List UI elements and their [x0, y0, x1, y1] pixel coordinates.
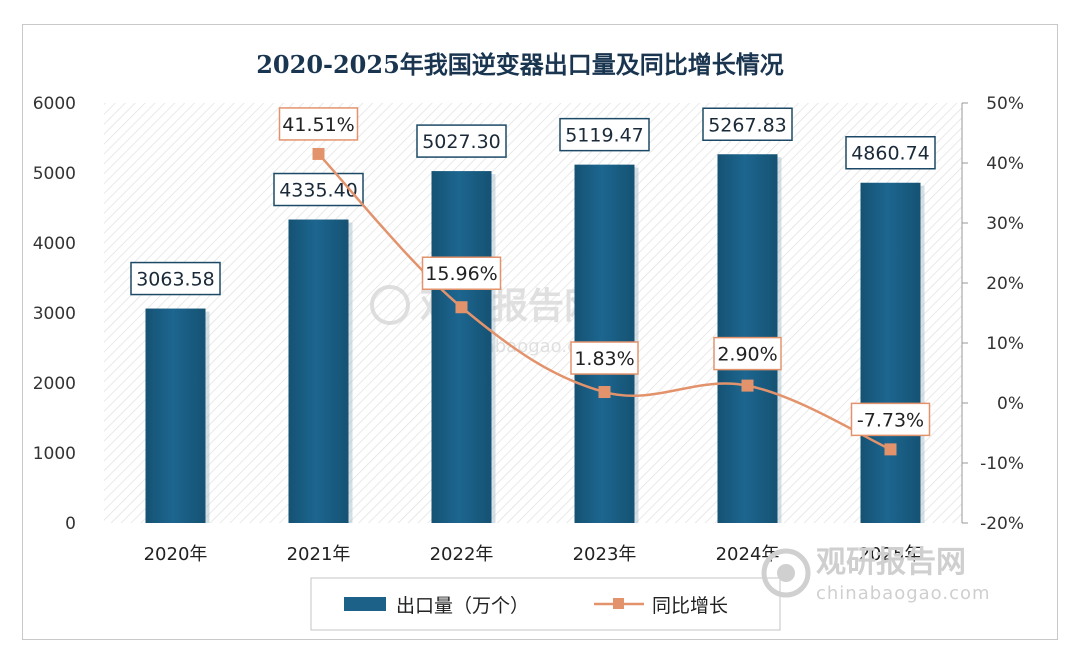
legend-box	[310, 577, 781, 631]
legend-bar-swatch	[344, 597, 386, 611]
x-tick-label: 2020年	[144, 544, 208, 565]
x-tick-label: 2025年	[859, 544, 923, 565]
y-right-tick-label: 30%	[986, 214, 1024, 234]
corner-watermark: 观研报告网 chinabaogao.com	[761, 545, 991, 604]
legend: 出口量（万个） 同比增长	[310, 577, 781, 631]
growth-value-label: 1.83%	[574, 348, 634, 370]
growth-label-box	[278, 107, 359, 141]
y-left-tick-label: 5000	[33, 164, 76, 184]
growth-marker-2025年	[884, 443, 897, 456]
growth-value-label: 2.90%	[717, 344, 777, 366]
legend-line-label: 同比增长	[652, 595, 728, 617]
bar-value-label: 4860.74	[851, 143, 930, 165]
y-left-tick-label: 3000	[33, 304, 76, 324]
growth-marker-2023年	[598, 386, 611, 399]
x-tick-label: 2021年	[287, 544, 351, 565]
y-right-tick-label: 20%	[986, 274, 1024, 294]
corner-watermark-name: 观研报告网	[816, 545, 966, 580]
growth-label-box	[570, 341, 639, 375]
plot-area	[104, 103, 962, 523]
legend-bar-label: 出口量（万个）	[396, 595, 529, 617]
y-right-tick-label: 0%	[997, 394, 1024, 414]
growth-label-box	[713, 336, 782, 371]
growth-label-box	[850, 402, 931, 437]
y-left-tick-label: 6000	[33, 94, 76, 114]
y-left-tick-label: 2000	[33, 374, 76, 394]
bar-label-box	[416, 124, 507, 158]
growth-marker-2022年	[455, 301, 468, 314]
growth-label-box	[421, 256, 502, 290]
growth-marker-2021年	[312, 147, 325, 160]
line-series	[312, 147, 897, 456]
y-left-tick-label: 1000	[33, 444, 76, 464]
y-right-tick-label: 40%	[986, 154, 1024, 174]
y-right-tick-label: 50%	[986, 94, 1024, 114]
chart-title: 2020-2025年我国逆变器出口量及同比增长情况	[256, 50, 784, 79]
bar-value-label: 5027.30	[422, 131, 501, 153]
y-right-tick-label: -10%	[980, 454, 1024, 474]
bar-value-label: 5267.83	[708, 114, 787, 136]
y-axis-right: -20% -10% 0% 10% 20% 30% 40% 50%	[961, 94, 1024, 534]
corner-watermark-url: chinabaogao.com	[816, 583, 991, 604]
bar-series	[145, 154, 925, 524]
bar-2021年	[288, 219, 349, 523]
bar-label-box	[559, 117, 650, 152]
bar-label-box	[845, 135, 936, 170]
x-axis: 2020年 2021年 2022年 2023年 2024年 2025年	[144, 544, 923, 565]
bar-2020年	[145, 308, 206, 523]
bar-2025年	[860, 182, 921, 523]
y-axis-left: 0 1000 2000 3000 4000 5000 6000	[33, 94, 76, 534]
bar-value-label: 4335.40	[279, 180, 358, 202]
bar-label-box	[702, 107, 793, 142]
y-left-tick-label: 4000	[33, 234, 76, 254]
bar-value-label: 3063.58	[136, 269, 215, 291]
growth-value-label: 15.96%	[425, 263, 497, 285]
bar-value-label: 5119.47	[565, 125, 644, 147]
legend-line-marker	[613, 598, 624, 609]
growth-value-label: 41.51%	[282, 114, 354, 136]
x-tick-label: 2023年	[573, 544, 637, 565]
x-tick-label: 2024年	[716, 544, 780, 565]
y-left-tick-label: 0	[65, 514, 76, 534]
growth-value-label: -7.73%	[857, 409, 924, 431]
y-right-tick-label: 10%	[986, 334, 1024, 354]
line-labels: 41.51% 15.96% 1.83% 2.90% -7.73%	[278, 107, 931, 437]
growth-marker-2024年	[741, 379, 754, 392]
y-right-tick-label: -20%	[980, 514, 1024, 534]
bar-label-box	[130, 261, 221, 296]
x-tick-label: 2022年	[430, 544, 494, 565]
bar-2022年	[431, 171, 492, 524]
